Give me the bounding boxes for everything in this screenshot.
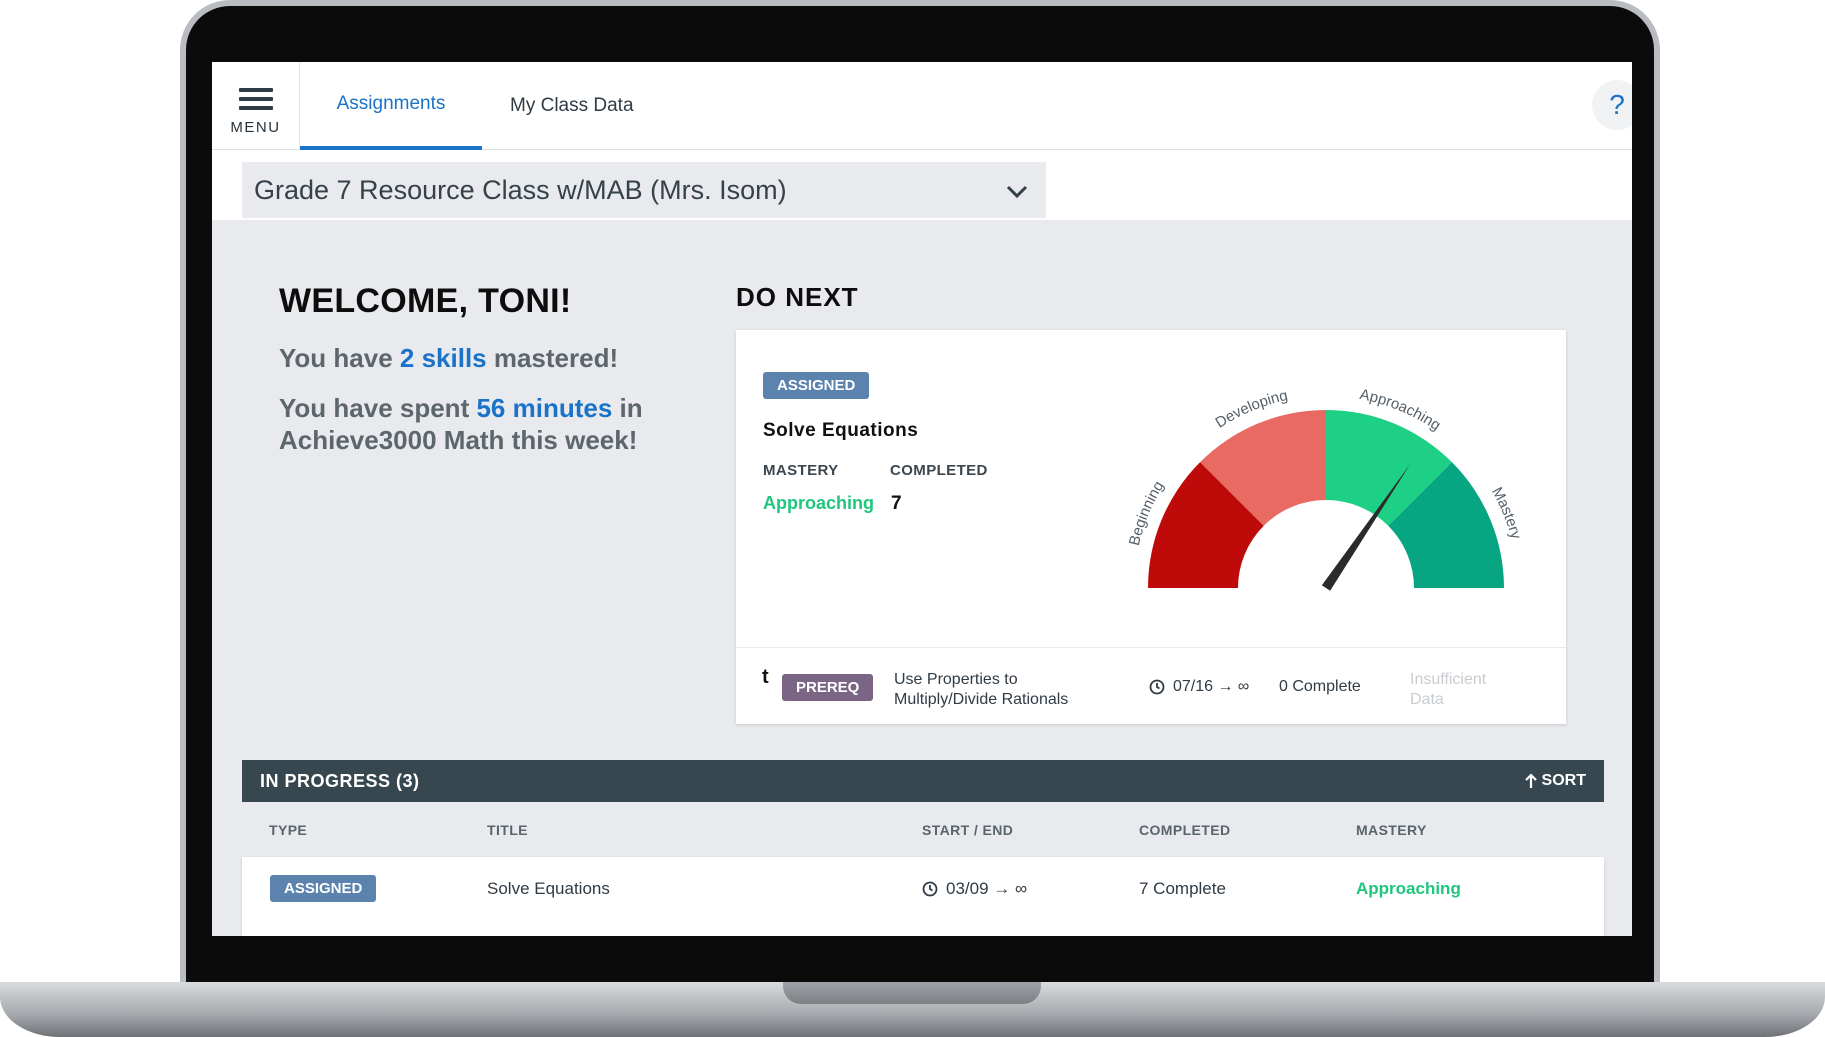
class-select[interactable]: Grade 7 Resource Class w/MAB (Mrs. Isom) [242, 162, 1046, 218]
gauge-segment-beginning [1148, 462, 1264, 588]
in-progress-title: IN PROGRESS (3) [260, 771, 420, 791]
clock-icon [922, 881, 938, 897]
prereq-badge: PREREQ [782, 674, 874, 701]
welcome-title: WELCOME, TONI! [279, 282, 572, 320]
laptop-notch [783, 982, 1041, 1004]
prereq-marker: t [762, 666, 769, 688]
completed-label: COMPLETED [890, 462, 988, 479]
col-mastery[interactable]: MASTERY [1356, 822, 1427, 838]
col-type[interactable]: TYPE [269, 822, 308, 838]
clock-icon [1149, 679, 1165, 695]
col-title[interactable]: TITLE [487, 822, 528, 838]
prereq-complete: 0 Complete [1279, 678, 1361, 695]
assigned-badge: ASSIGNED [763, 372, 870, 399]
row-title: Solve Equations [487, 879, 610, 898]
do-next-title: DO NEXT [736, 282, 859, 312]
gauge-segment-developing [1200, 410, 1326, 526]
in-progress-header: IN PROGRESS (3) SORT [242, 760, 1604, 802]
menu-button[interactable]: MENU [212, 62, 300, 150]
skills-mastered-text: You have 2 skills mastered! [279, 343, 619, 373]
prereq-title[interactable]: Use Properties to Multiply/Divide Ration… [894, 671, 1069, 708]
welcome-panel: WELCOME, TONI! You have 2 skills mastere… [242, 242, 1604, 745]
arrow-up-icon [1524, 773, 1537, 788]
skills-count: 2 skills [399, 343, 487, 373]
row-dates-text: 03/09 → ∞ [946, 879, 1028, 898]
completed-value: 7 [891, 493, 902, 514]
row-completed: 7 Complete [1139, 879, 1226, 898]
app-screen: MENU Assignments My Class Data ? Grade 7… [212, 62, 1632, 936]
tab-assignments[interactable]: Assignments [300, 62, 482, 150]
sort-button[interactable]: SORT [1524, 772, 1586, 790]
gauge-segment-mastery [1388, 462, 1504, 588]
row-mastery: Approaching [1356, 879, 1461, 898]
gauge-segment-approaching [1326, 410, 1452, 526]
prereq-dates-text: 07/16 → ∞ [1173, 678, 1250, 695]
mastery-value: Approaching [763, 493, 874, 513]
table-row[interactable]: ASSIGNED Solve Equations 03/09 → ∞ 7 Com… [242, 857, 1604, 936]
top-nav: MENU Assignments My Class Data ? [212, 62, 1632, 150]
time-spent-text: You have spent 56 minutes in Achieve3000… [279, 393, 643, 455]
row-type-badge: ASSIGNED [270, 875, 377, 902]
tab-my-class-data[interactable]: My Class Data [510, 95, 634, 116]
card-divider [736, 647, 1566, 648]
chevron-down-icon [1006, 185, 1028, 199]
row-dates: 03/09 → ∞ [922, 879, 1027, 899]
menu-label: MENU [230, 118, 281, 136]
skill-title: Solve Equations [763, 420, 919, 441]
prereq-mastery: Insufficient Data [1410, 671, 1487, 708]
class-select-value: Grade 7 Resource Class w/MAB (Mrs. Isom) [254, 174, 787, 205]
hamburger-icon [238, 83, 273, 115]
sort-label: SORT [1541, 772, 1586, 789]
prereq-dates: 07/16 → ∞ [1149, 678, 1249, 696]
col-completed[interactable]: COMPLETED [1139, 822, 1231, 838]
gauge-needle [1321, 463, 1411, 591]
mastery-label: MASTERY [763, 462, 839, 479]
col-start-end[interactable]: START / END [922, 822, 1014, 838]
help-button[interactable]: ? [1592, 80, 1632, 130]
minutes-count: 56 minutes [476, 393, 613, 423]
do-next-card[interactable]: ASSIGNED Solve Equations MASTERY COMPLET… [736, 330, 1566, 724]
